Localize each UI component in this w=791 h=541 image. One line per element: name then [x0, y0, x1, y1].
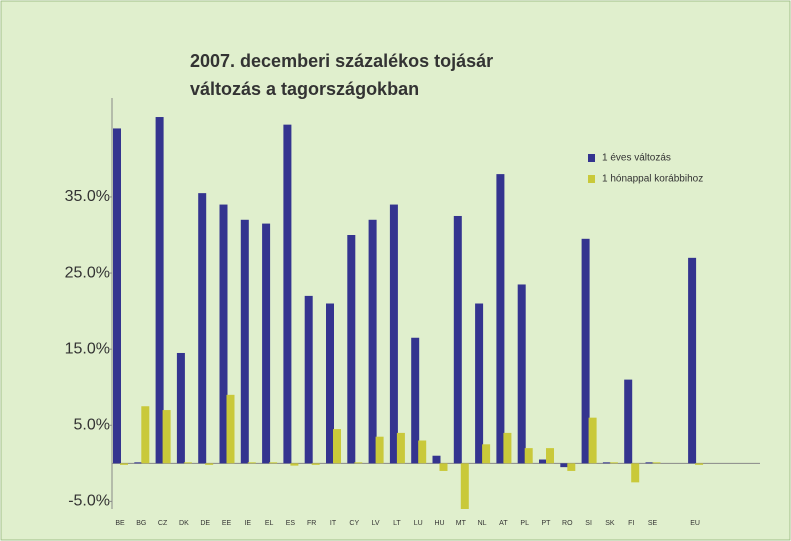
- bar: [602, 462, 611, 464]
- bar: [567, 463, 576, 471]
- bar: [624, 379, 633, 464]
- x-tick-label: BE: [115, 520, 125, 527]
- bar: [453, 215, 462, 464]
- x-tick-label: SK: [605, 520, 615, 527]
- bar: [631, 463, 640, 483]
- x-tick-label: AT: [499, 520, 508, 527]
- bar: [517, 284, 526, 464]
- x-tick-label: PT: [542, 520, 552, 527]
- bar: [311, 463, 320, 465]
- x-tick-label: SI: [585, 520, 592, 527]
- bar: [439, 463, 448, 471]
- bar: [262, 223, 271, 464]
- bar: [333, 429, 341, 464]
- x-tick-label: LU: [414, 520, 423, 527]
- x-tick-label: RO: [562, 520, 573, 527]
- bar: [368, 219, 377, 464]
- chart-title: 2007. decemberi százalékos tojásár: [190, 51, 493, 71]
- bar: [645, 462, 654, 464]
- bar: [326, 303, 334, 464]
- bar: [247, 462, 256, 464]
- x-tick-label: MT: [456, 520, 467, 527]
- x-tick-label: IT: [330, 520, 337, 527]
- bar: [205, 463, 214, 465]
- x-tick-label: CZ: [158, 520, 168, 527]
- x-tick-label: BG: [136, 520, 146, 527]
- bar: [475, 303, 484, 464]
- x-tick-label: NL: [478, 520, 487, 527]
- bar: [539, 459, 547, 464]
- bar: [560, 463, 569, 468]
- x-tick-label: FR: [307, 520, 316, 527]
- x-tick-label: EE: [222, 520, 232, 527]
- x-tick-label: DK: [179, 520, 189, 527]
- bar: [411, 337, 420, 464]
- bar: [134, 462, 143, 464]
- bar: [460, 463, 469, 509]
- bar: [652, 462, 661, 464]
- legend-swatch: [588, 154, 595, 162]
- y-tick-label: 35.0%: [65, 188, 110, 205]
- bar: [283, 124, 292, 464]
- legend-swatch: [588, 175, 595, 183]
- bar: [219, 204, 228, 464]
- bar: [546, 448, 554, 464]
- bar: [524, 448, 533, 464]
- bar: [120, 463, 128, 465]
- bar: [113, 128, 121, 464]
- bar: [695, 463, 704, 465]
- x-tick-label: IE: [244, 520, 251, 527]
- bar: [162, 410, 171, 464]
- bar: [176, 352, 185, 464]
- x-tick-label: ES: [286, 520, 296, 527]
- bar: [155, 117, 164, 464]
- x-tick-label: EL: [265, 520, 274, 527]
- chart-title: változás a tagországokban: [190, 79, 419, 99]
- x-tick-label: PL: [520, 520, 529, 527]
- bar: [688, 257, 697, 464]
- y-tick-label: 5.0%: [74, 416, 110, 433]
- bar: [183, 462, 192, 464]
- bar: [141, 406, 150, 464]
- bar: [496, 174, 505, 464]
- x-tick-label: DE: [200, 520, 210, 527]
- bar: [588, 417, 597, 464]
- bar: [347, 235, 356, 464]
- bar: [226, 394, 235, 464]
- y-tick-label: -5.0%: [68, 493, 110, 510]
- x-tick-label: FI: [628, 520, 634, 527]
- bar: [581, 238, 590, 464]
- x-tick-label: HU: [434, 520, 444, 527]
- x-tick-label: EU: [690, 520, 700, 527]
- y-tick-label: 25.0%: [65, 264, 110, 281]
- legend-label: 1 hónappal korábbihoz: [602, 174, 703, 185]
- bar: [354, 462, 363, 464]
- bar: [609, 462, 618, 464]
- bar: [304, 295, 313, 464]
- bar: [482, 444, 491, 464]
- bar: [389, 204, 398, 464]
- x-tick-label: CY: [349, 520, 359, 527]
- x-tick-label: LV: [372, 520, 380, 527]
- bar: [418, 440, 427, 464]
- legend-label: 1 éves változás: [602, 153, 671, 164]
- bar: [375, 436, 384, 464]
- bar: [290, 463, 299, 466]
- bar: [396, 432, 405, 464]
- y-tick-label: 15.0%: [65, 340, 110, 357]
- bar: [269, 462, 278, 464]
- bar: [240, 219, 249, 464]
- x-tick-label: SE: [648, 520, 658, 527]
- bar: [432, 455, 441, 464]
- bar: [198, 193, 207, 464]
- x-tick-label: LT: [393, 520, 401, 527]
- bar: [503, 432, 512, 464]
